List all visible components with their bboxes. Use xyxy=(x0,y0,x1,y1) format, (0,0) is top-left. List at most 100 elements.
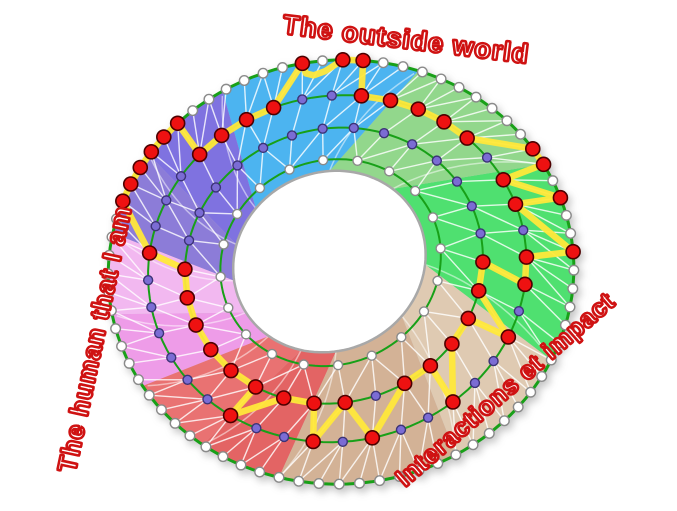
level-node-white[interactable] xyxy=(435,243,446,254)
level-node-white[interactable] xyxy=(111,213,123,225)
selected-node[interactable] xyxy=(122,176,139,192)
selected-node[interactable] xyxy=(382,92,399,109)
level-node-purple[interactable] xyxy=(406,139,418,150)
selected-node[interactable] xyxy=(500,329,517,345)
level-node-white[interactable] xyxy=(273,471,285,483)
selected-node[interactable] xyxy=(223,362,239,379)
selected-node[interactable] xyxy=(353,88,370,104)
level-node-purple[interactable] xyxy=(348,122,359,134)
level-node-white[interactable] xyxy=(397,61,409,73)
selected-node[interactable] xyxy=(445,394,461,410)
level-node-white[interactable] xyxy=(567,283,579,295)
selected-node[interactable] xyxy=(294,55,311,72)
level-node-white[interactable] xyxy=(536,371,548,383)
level-node-purple[interactable] xyxy=(194,207,205,218)
level-node-white[interactable] xyxy=(102,268,114,280)
selected-node[interactable] xyxy=(213,127,230,144)
selected-node[interactable] xyxy=(275,390,292,406)
level-node-white[interactable] xyxy=(427,212,439,223)
level-node-white[interactable] xyxy=(298,359,309,370)
level-node-purple[interactable] xyxy=(183,235,195,246)
level-node-white[interactable] xyxy=(187,105,199,117)
selected-node[interactable] xyxy=(177,261,193,278)
level-node-white[interactable] xyxy=(103,286,115,298)
level-node-white[interactable] xyxy=(545,354,557,366)
level-node-white[interactable] xyxy=(116,340,128,352)
level-node-white[interactable] xyxy=(418,306,430,317)
level-node-white[interactable] xyxy=(560,209,572,221)
level-node-white[interactable] xyxy=(564,301,576,313)
level-node-purple[interactable] xyxy=(317,123,328,134)
level-node-white[interactable] xyxy=(235,459,247,471)
level-node-white[interactable] xyxy=(432,275,443,287)
level-node-white[interactable] xyxy=(377,57,389,69)
level-node-white[interactable] xyxy=(432,458,444,470)
selected-node[interactable] xyxy=(460,310,477,327)
level-node-purple[interactable] xyxy=(451,176,463,187)
selected-node[interactable] xyxy=(565,243,581,260)
level-node-purple[interactable] xyxy=(150,220,161,232)
selected-node[interactable] xyxy=(364,430,381,446)
level-node-white[interactable] xyxy=(143,389,155,401)
level-node-white[interactable] xyxy=(110,323,122,335)
level-node-white[interactable] xyxy=(200,441,212,453)
level-node-white[interactable] xyxy=(105,305,117,317)
level-node-purple[interactable] xyxy=(146,301,157,313)
level-node-white[interactable] xyxy=(317,154,329,166)
level-node-white[interactable] xyxy=(217,451,229,463)
level-node-purple[interactable] xyxy=(481,152,493,163)
level-node-white[interactable] xyxy=(374,475,386,487)
level-node-white[interactable] xyxy=(467,439,479,451)
level-node-purple[interactable] xyxy=(378,128,390,139)
level-node-white[interactable] xyxy=(293,475,305,487)
level-node-white[interactable] xyxy=(220,83,232,95)
level-node-white[interactable] xyxy=(512,401,524,413)
level-node-white[interactable] xyxy=(559,319,571,331)
selected-node[interactable] xyxy=(507,196,524,212)
level-node-white[interactable] xyxy=(416,66,428,78)
level-node-white[interactable] xyxy=(215,271,226,283)
level-node-white[interactable] xyxy=(223,302,234,314)
selected-node[interactable] xyxy=(115,193,131,209)
level-node-white[interactable] xyxy=(553,337,565,349)
selected-node[interactable] xyxy=(495,171,512,188)
selected-node[interactable] xyxy=(459,130,475,146)
level-node-purple[interactable] xyxy=(518,224,529,236)
level-node-purple[interactable] xyxy=(251,422,262,434)
level-node-purple[interactable] xyxy=(466,200,477,212)
selected-node[interactable] xyxy=(410,101,427,117)
level-node-purple[interactable] xyxy=(370,390,382,401)
level-node-white[interactable] xyxy=(515,128,527,140)
level-node-white[interactable] xyxy=(483,427,495,439)
level-node-white[interactable] xyxy=(353,477,365,489)
level-node-white[interactable] xyxy=(435,73,447,85)
level-node-purple[interactable] xyxy=(431,155,443,166)
level-node-white[interactable] xyxy=(547,175,559,187)
level-node-white[interactable] xyxy=(184,430,196,442)
selected-node[interactable] xyxy=(156,129,172,145)
level-node-white[interactable] xyxy=(366,350,377,361)
level-node-purple[interactable] xyxy=(202,394,213,405)
level-node-purple[interactable] xyxy=(469,377,481,389)
selected-node[interactable] xyxy=(335,52,351,68)
selected-node[interactable] xyxy=(191,146,208,163)
level-node-purple[interactable] xyxy=(337,436,349,448)
level-node-purple[interactable] xyxy=(513,305,525,317)
level-node-white[interactable] xyxy=(203,93,215,105)
level-node-purple[interactable] xyxy=(257,142,269,154)
level-node-purple[interactable] xyxy=(278,431,290,443)
level-node-white[interactable] xyxy=(409,185,421,197)
level-node-white[interactable] xyxy=(132,374,144,386)
level-node-white[interactable] xyxy=(106,231,118,243)
level-node-white[interactable] xyxy=(333,478,345,490)
level-node-white[interactable] xyxy=(313,478,325,490)
selected-node[interactable] xyxy=(222,407,239,424)
selected-node[interactable] xyxy=(518,249,535,265)
level-node-white[interactable] xyxy=(450,449,462,461)
level-node-white[interactable] xyxy=(169,417,181,429)
selected-node[interactable] xyxy=(475,254,491,270)
level-node-white[interactable] xyxy=(218,239,229,250)
level-node-white[interactable] xyxy=(254,466,266,478)
level-node-purple[interactable] xyxy=(161,195,172,206)
level-node-white[interactable] xyxy=(498,415,510,427)
